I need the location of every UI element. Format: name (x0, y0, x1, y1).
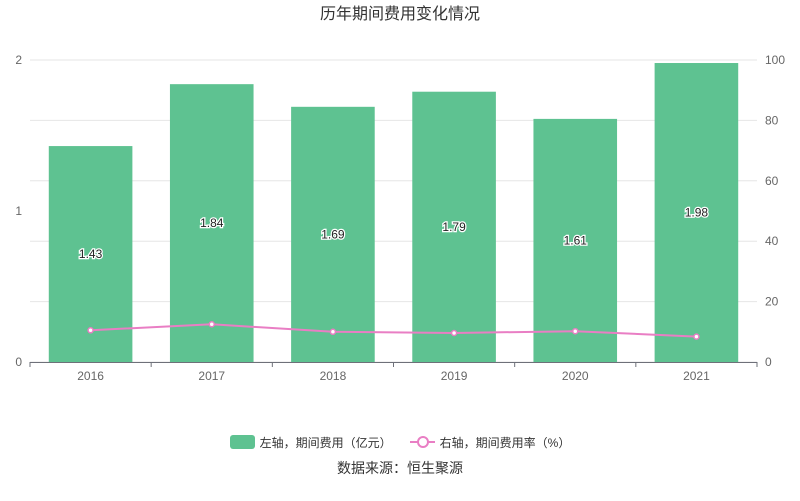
y-right-tick-label: 80 (765, 113, 779, 127)
bar-value-label: 1.69 (321, 227, 345, 241)
rate-point (693, 333, 700, 340)
grid-lines (30, 59, 757, 363)
bar (291, 106, 375, 362)
rate-point (329, 328, 337, 336)
y-right-tick-label: 100 (765, 53, 785, 67)
bar (533, 118, 618, 362)
y-left-tick-label: 1 (15, 204, 22, 218)
y-left-tick-label: 2 (15, 53, 22, 67)
legend-expense-label: 左轴，期间费用（亿元） (259, 435, 392, 450)
x-tick-label: 2019 (441, 369, 468, 383)
bar-value-labels: 1.43 1.84 1.69 1.79 1.61 1.98 (78, 204, 710, 262)
rate-point (208, 321, 215, 328)
rate-point (572, 327, 579, 335)
legend-bar-swatch (229, 435, 255, 449)
legend-item-rate[interactable]: 右轴，期间费用率（%） (409, 434, 571, 451)
x-tick-label: 2016 (77, 369, 104, 383)
bar-value-label: 1.61 (564, 233, 588, 247)
bar-value-label: 1.79 (442, 220, 466, 234)
bar (48, 146, 133, 362)
x-tick-label: 2017 (198, 369, 225, 383)
x-tick-label: 2018 (320, 369, 347, 383)
y-right-tick-label: 40 (765, 234, 779, 248)
y-left-tick-label: 0 (15, 355, 22, 369)
y-right-tick-label: 60 (765, 174, 779, 188)
bar (169, 84, 254, 362)
legend-item-expense[interactable]: 左轴，期间费用（亿元） (229, 434, 392, 451)
bar-series (48, 63, 739, 363)
rate-point (87, 327, 94, 334)
y-right-tick-label: 20 (765, 295, 779, 309)
legend-line-swatch (409, 435, 435, 449)
chart-title: 历年期间费用变化情况 (320, 5, 480, 23)
bar (412, 91, 496, 363)
bar-value-label: 1.98 (685, 206, 709, 220)
legend-rate-label: 右轴，期间费用率（%） (439, 435, 571, 450)
legend: 左轴，期间费用（亿元） 右轴，期间费用率（%） (0, 432, 800, 452)
rate-point (450, 329, 458, 337)
x-tick-label: 2020 (562, 369, 589, 383)
y-right-tick-label: 0 (765, 355, 772, 369)
data-source: 数据来源：恒生聚源 (337, 460, 463, 476)
x-tick-label: 2021 (683, 369, 710, 383)
bar-value-label: 1.43 (79, 247, 103, 261)
bar-value-label: 1.84 (200, 216, 224, 230)
bar (654, 63, 739, 363)
rate-line-series (87, 321, 700, 340)
rate-line (90, 323, 697, 338)
